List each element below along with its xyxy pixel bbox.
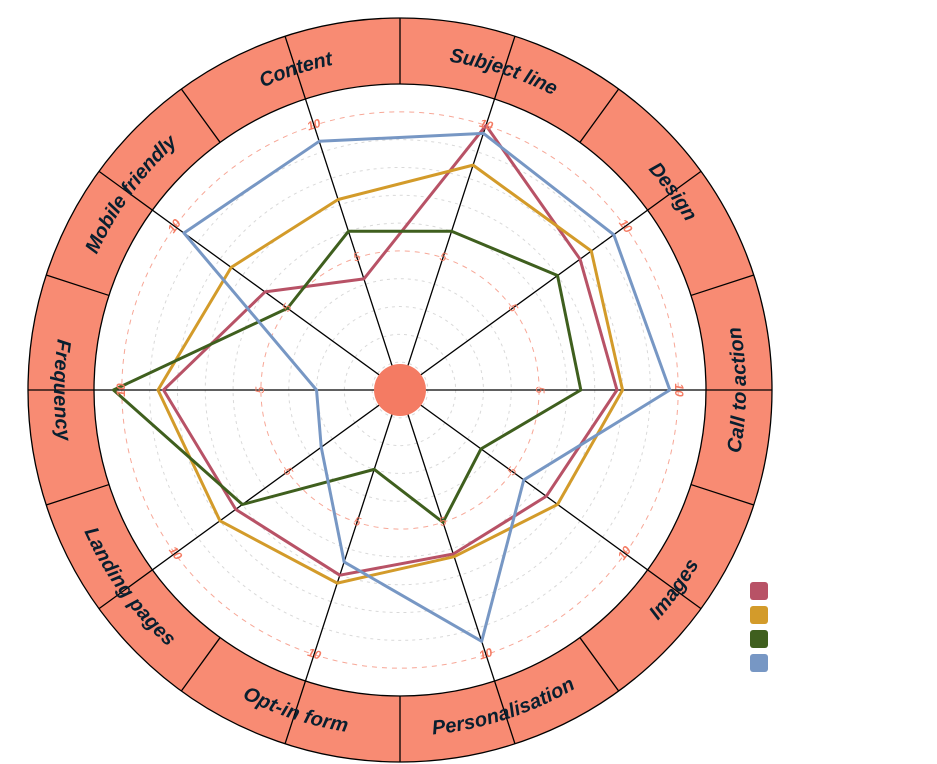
legend-swatch [750, 606, 768, 624]
legend-swatch [750, 582, 768, 600]
legend-swatch [750, 654, 768, 672]
legend-item-2 [750, 630, 776, 648]
legend [750, 582, 776, 678]
axis-label-7: Frequency [49, 338, 75, 443]
tick-label: 10 [672, 383, 686, 397]
legend-item-1 [750, 606, 776, 624]
radar-chart-container: Subject lineDesignCall to actionImagesPe… [0, 0, 937, 764]
legend-item-0 [750, 582, 776, 600]
tick-label: 10 [114, 383, 128, 397]
legend-swatch [750, 630, 768, 648]
radar-chart-svg: Subject lineDesignCall to actionImagesPe… [0, 0, 937, 764]
tick-label: 5 [533, 387, 547, 394]
tick-label: 5 [253, 386, 267, 393]
legend-item-3 [750, 654, 776, 672]
